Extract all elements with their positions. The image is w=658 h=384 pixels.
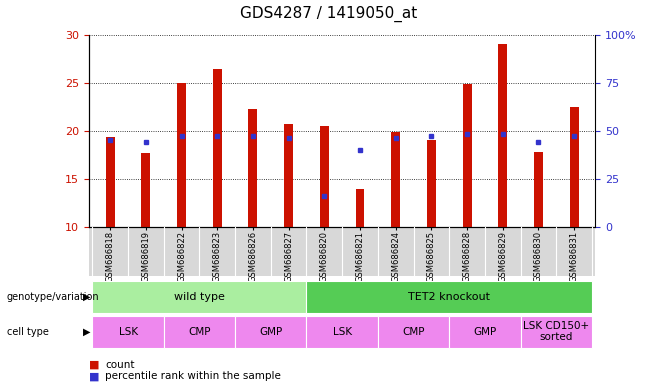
Text: TET2 knockout: TET2 knockout	[408, 292, 490, 302]
Bar	[284, 124, 293, 227]
Text: cell type: cell type	[7, 326, 49, 337]
Bar	[498, 44, 507, 227]
Text: LSK CD150+
sorted: LSK CD150+ sorted	[523, 321, 590, 343]
Bar	[213, 69, 222, 227]
Text: count: count	[105, 360, 135, 370]
Text: LSK: LSK	[332, 326, 352, 337]
Text: wild type: wild type	[174, 292, 225, 302]
Bar	[249, 109, 257, 227]
Text: ▶: ▶	[83, 292, 90, 302]
Text: GMP: GMP	[473, 326, 497, 337]
Bar	[106, 137, 114, 227]
Text: ■: ■	[89, 371, 99, 381]
Text: LSK: LSK	[118, 326, 138, 337]
Bar	[177, 83, 186, 227]
Text: ■: ■	[89, 360, 99, 370]
Text: CMP: CMP	[402, 326, 425, 337]
Text: ▶: ▶	[83, 326, 90, 337]
Bar	[320, 126, 329, 227]
Bar	[141, 153, 151, 227]
Bar	[392, 132, 400, 227]
Text: CMP: CMP	[188, 326, 211, 337]
Bar	[534, 152, 543, 227]
Bar	[570, 107, 578, 227]
Text: genotype/variation: genotype/variation	[7, 292, 99, 302]
Text: GMP: GMP	[259, 326, 282, 337]
Text: percentile rank within the sample: percentile rank within the sample	[105, 371, 281, 381]
Bar	[463, 84, 472, 227]
Bar	[355, 189, 365, 227]
Text: GDS4287 / 1419050_at: GDS4287 / 1419050_at	[240, 6, 418, 22]
Bar	[427, 140, 436, 227]
